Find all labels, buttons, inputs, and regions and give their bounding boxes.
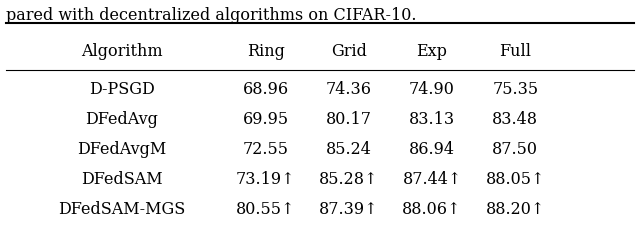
Text: 88.20↑: 88.20↑ [486,201,545,218]
Text: 69.95: 69.95 [243,110,289,128]
Text: 74.90: 74.90 [409,80,455,97]
Text: 88.06↑: 88.06↑ [403,201,461,218]
Text: 80.55↑: 80.55↑ [236,201,295,218]
Text: 86.94: 86.94 [409,140,455,158]
Text: 68.96: 68.96 [243,80,289,97]
Text: DFedAvgM: DFedAvgM [77,140,166,158]
Text: Algorithm: Algorithm [81,42,163,59]
Text: Ring: Ring [246,42,285,59]
Text: 87.50: 87.50 [492,140,538,158]
Text: 87.39↑: 87.39↑ [319,201,378,218]
Text: 74.36: 74.36 [326,80,372,97]
Text: Grid: Grid [331,42,367,59]
Text: D-PSGD: D-PSGD [89,80,154,97]
Text: 72.55: 72.55 [243,140,289,158]
Text: 73.19↑: 73.19↑ [236,170,295,188]
Text: Exp: Exp [417,42,447,59]
Text: 83.13: 83.13 [409,110,455,128]
Text: 85.24: 85.24 [326,140,372,158]
Text: 87.44↑: 87.44↑ [403,170,461,188]
Text: 83.48: 83.48 [492,110,538,128]
Text: 88.05↑: 88.05↑ [486,170,545,188]
Text: Full: Full [499,42,531,59]
Text: 80.17: 80.17 [326,110,372,128]
Text: DFedAvg: DFedAvg [85,110,158,128]
Text: DFedSAM-MGS: DFedSAM-MGS [58,201,185,218]
Text: 75.35: 75.35 [492,80,538,97]
Text: pared with decentralized algorithms on CIFAR-10.: pared with decentralized algorithms on C… [6,7,417,24]
Text: DFedSAM: DFedSAM [81,170,163,188]
Text: 85.28↑: 85.28↑ [319,170,378,188]
